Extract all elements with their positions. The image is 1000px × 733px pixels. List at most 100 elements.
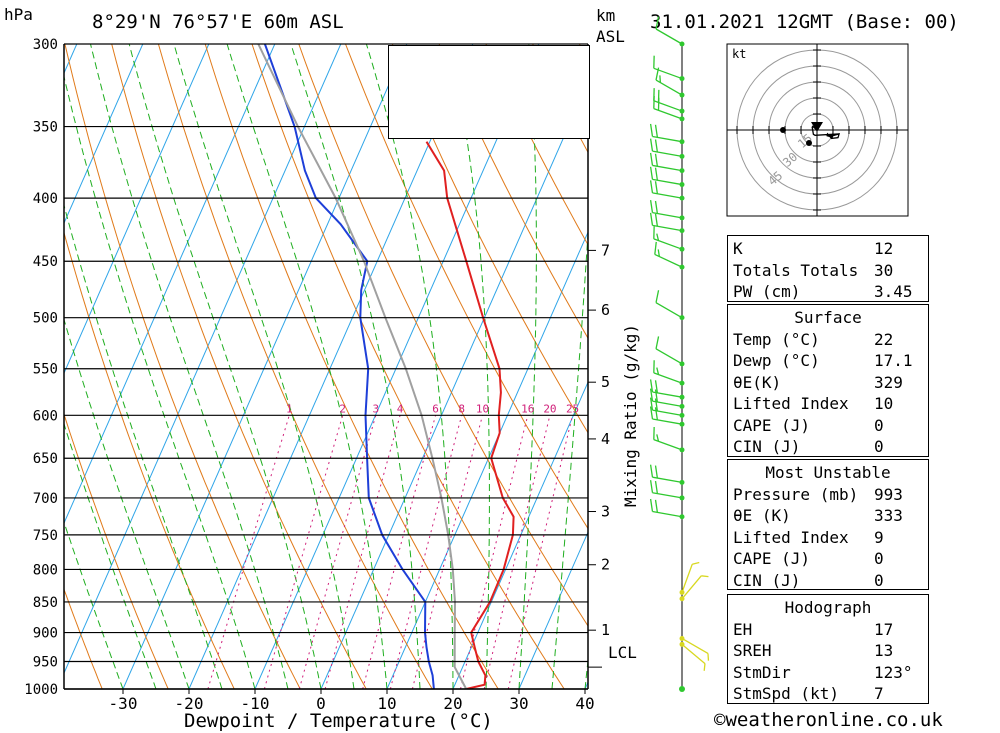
mu-pressure-label: Pressure (mb)	[733, 484, 859, 504]
surface-cape-value: 0	[874, 415, 884, 435]
mu-cin-label: CIN (J)	[733, 570, 801, 590]
wet-adiabat-line	[449, 44, 490, 689]
credit-link[interactable]: ©weatheronline.co.uk	[714, 709, 943, 731]
km-tick-label: 2	[601, 556, 610, 574]
wind-barb	[653, 360, 685, 386]
lcl-label: LCL	[608, 643, 637, 662]
x-tick-label: -10	[241, 694, 270, 713]
pressure-tick-label: 650	[33, 451, 58, 467]
surface-li-value: 10	[874, 394, 894, 413]
sreh-value: 13	[874, 641, 894, 660]
mu-pressure-value: 993	[874, 484, 903, 504]
pressure-tick-label: 500	[33, 311, 58, 327]
k-index-value: 12	[874, 239, 894, 258]
pressure-tick-label: 1000	[24, 682, 58, 698]
mu-cape-value: 0	[874, 549, 884, 568]
mixing-ratio-label: 10	[476, 402, 489, 415]
pw-value: 3.45	[874, 282, 913, 301]
x-tick-label: -30	[109, 694, 138, 713]
mixing-ratio-label: 1	[286, 402, 293, 415]
mu-cin-value: 0	[874, 570, 884, 590]
wind-barb	[649, 166, 685, 188]
isotherm-line	[518, 530, 588, 689]
dry-adiabat-line	[954, 44, 1000, 689]
surface-cape-label: CAPE (J)	[733, 415, 811, 435]
wind-barb	[649, 138, 685, 159]
sreh-label: SREH	[733, 641, 772, 660]
surface-temp-label: Temp (°C)	[733, 329, 820, 349]
pressure-tick-label: 750	[33, 528, 58, 544]
mixing-ratio-axis-label: Mixing Ratio (g/kg)	[621, 323, 640, 507]
wet-adiabat-line	[226, 44, 388, 689]
isotherm-line	[64, 44, 144, 225]
surface-theta-label: θE(K)	[733, 372, 782, 392]
pressure-tick-label: 900	[33, 626, 58, 642]
totals-totals-value: 30	[874, 260, 894, 280]
wet-adiabat-line	[584, 655, 588, 689]
mu-theta-value: 333	[874, 506, 903, 525]
pressure-tick-label: 850	[33, 595, 58, 611]
wind-barb	[653, 426, 685, 453]
hodograph-title: Hodograph	[784, 598, 872, 617]
mixing-ratio-label: 6	[432, 402, 439, 415]
km-tick-label: 7	[601, 241, 610, 259]
wind-barb	[679, 641, 706, 671]
hodograph-trace	[811, 125, 841, 140]
pressure-tick-label: 450	[33, 254, 58, 270]
wind-barb	[649, 464, 685, 485]
mixing-ratio-line	[324, 415, 401, 689]
x-axis-title: Dewpoint / Temperature (°C)	[184, 710, 493, 732]
x-tick-label: 10	[377, 694, 396, 713]
km-unit-label: km	[596, 6, 616, 25]
wet-adiabat-line	[90, 44, 289, 689]
wind-barb	[649, 480, 685, 501]
mu-li-value: 9	[874, 527, 884, 547]
hodograph-unit-label: kt	[732, 47, 746, 61]
wind-barb	[649, 397, 685, 418]
wet-adiabat-line	[290, 44, 421, 689]
wet-adiabat-line	[64, 74, 256, 689]
surface-theta-value: 329	[874, 372, 903, 392]
isotherm-line	[64, 44, 276, 525]
pressure-unit-label: hPa	[4, 5, 33, 24]
wind-barb	[655, 67, 685, 98]
isotherm-line	[64, 44, 210, 375]
parcel-trajectory-line	[257, 44, 468, 689]
pressure-tick-label: 800	[33, 562, 58, 578]
mixing-ratio-line	[460, 415, 529, 689]
x-tick-label: 40	[575, 694, 594, 713]
dry-adiabat-line	[438, 44, 588, 340]
surface-cin-label: CIN (J)	[733, 437, 801, 456]
surface-li-label: Lifted Index	[733, 394, 849, 413]
isotherm-line	[386, 230, 588, 689]
hodograph-panel: Hodograph EH 17 SREH 13 StmDir 123° StmSpd …	[727, 594, 929, 704]
wet-adiabat-line	[128, 44, 322, 689]
mixing-ratio-label: 2	[339, 402, 346, 415]
mu-theta-label: θE (K)	[733, 506, 791, 525]
storm-motion-marker	[811, 122, 823, 132]
surface-title: Surface	[794, 308, 862, 327]
wind-barb	[653, 95, 685, 122]
mixing-ratio-line	[483, 415, 551, 689]
wet-adiabat-line	[551, 224, 588, 689]
wind-barb	[649, 212, 685, 234]
hodograph-point	[780, 127, 786, 133]
eh-value: 17	[874, 619, 894, 639]
dry-adiabat-line	[485, 44, 588, 246]
wet-adiabat-line	[365, 44, 454, 689]
legend-box	[388, 45, 590, 139]
pressure-tick-label: 700	[33, 491, 58, 507]
surface-panel: Surface Temp (°C) 22 Dewp (°C) 17.1 θE(K) 3…	[727, 304, 929, 457]
km-tick-label: 5	[601, 373, 610, 391]
wind-barb	[649, 180, 685, 201]
pressure-tick-label: 950	[33, 655, 58, 671]
dry-adiabat-line	[64, 587, 103, 689]
isotherm-line	[64, 44, 342, 675]
mixing-ratio-line	[207, 415, 290, 689]
surface-temp-value: 22	[874, 329, 894, 349]
wind-barb	[649, 152, 685, 174]
wind-barb	[654, 241, 685, 270]
hodograph-point	[806, 140, 812, 146]
wind-barb	[649, 388, 685, 409]
